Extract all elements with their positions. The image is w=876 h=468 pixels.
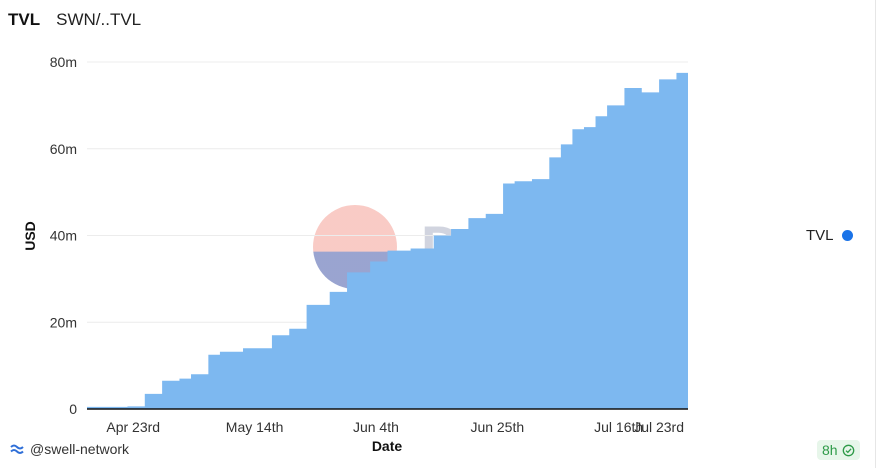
- tick-labels: 0 20m 40m 60m 80m Apr 23rd May 14th Jun 4th Jun …: [50, 54, 684, 435]
- query-name[interactable]: SWN/..TVL: [56, 10, 142, 29]
- refresh-status-badge[interactable]: 8h: [817, 440, 860, 460]
- x-tick-label-1: May 14th: [226, 419, 284, 435]
- y-axis-title: USD: [22, 221, 38, 251]
- chart-legend[interactable]: TVL: [806, 227, 853, 244]
- query-owner[interactable]: @swell-network: [10, 441, 129, 457]
- y-tick-label-2: 40m: [50, 228, 77, 244]
- refresh-age: 8h: [822, 442, 838, 458]
- x-tick-label-3: Jun 25th: [470, 419, 524, 435]
- legend-label-tvl: TVL: [806, 227, 834, 244]
- area-layer: [87, 62, 688, 409]
- x-axis-title: Date: [372, 438, 403, 454]
- chart-title: TVL: [8, 10, 41, 29]
- y-tick-label-3: 60m: [50, 141, 77, 157]
- y-tick-label-4: 80m: [50, 54, 77, 70]
- x-tick-label-2: Jun 4th: [353, 419, 399, 435]
- swell-logo-icon: [10, 444, 24, 454]
- series-area-tvl[interactable]: [87, 62, 688, 409]
- owner-handle: @swell-network: [30, 441, 130, 457]
- chart-header: TVL SWN/..TVL: [8, 10, 141, 30]
- legend-swatch-tvl: [841, 230, 853, 241]
- x-tick-label-0: Apr 23rd: [106, 419, 160, 435]
- check-circle-icon: [842, 444, 854, 456]
- y-tick-label-0: 0: [69, 401, 77, 417]
- x-tick-label-5: Jul 23rd: [634, 419, 684, 435]
- x-tick-label-4: Jul 16th: [594, 419, 643, 435]
- y-tick-label-1: 20m: [50, 314, 77, 330]
